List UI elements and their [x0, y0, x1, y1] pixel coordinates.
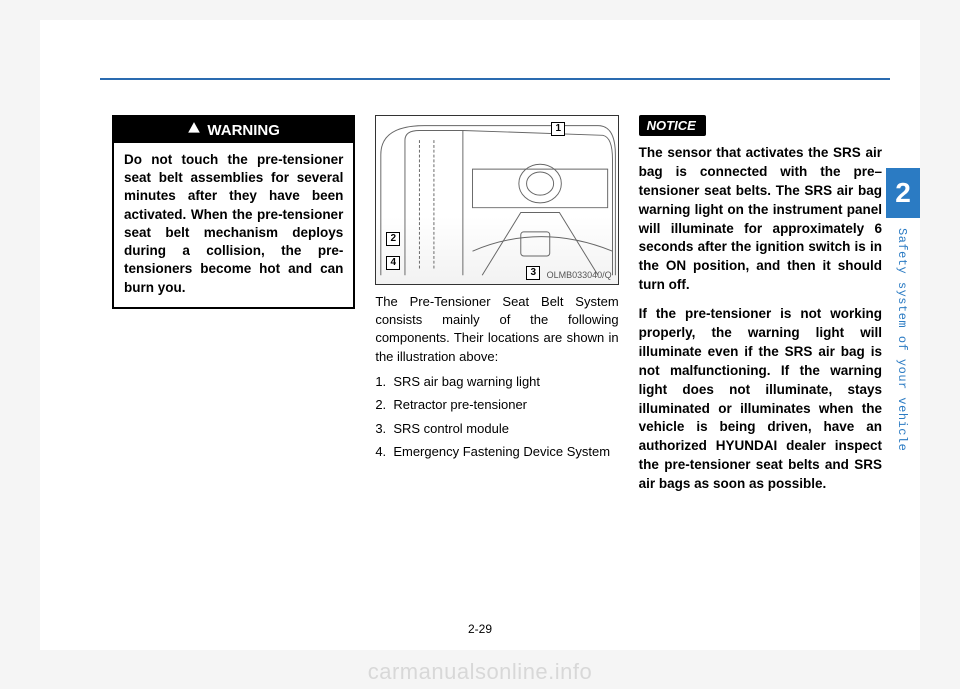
list-text: Emergency Fastening Device System	[393, 442, 610, 462]
list-text: SRS control module	[393, 419, 509, 439]
callout-3: 3	[526, 266, 540, 280]
list-item: 4. Emergency Fastening Device System	[375, 442, 618, 462]
list-item: 3. SRS control module	[375, 419, 618, 439]
dashboard-illustration: 1 2 4 3 OLMB033040/Q	[375, 115, 618, 285]
list-text: Retractor pre-tensioner	[393, 395, 527, 415]
figure-intro-text: The Pre-Tensioner Seat Belt System consi…	[375, 293, 618, 366]
notice-label: NOTICE	[639, 115, 706, 136]
list-item: 2. Retractor pre-tensioner	[375, 395, 618, 415]
chapter-number: 2	[886, 168, 920, 218]
notice-paragraph-2: If the pre-tensioner is not working prop…	[639, 305, 882, 494]
column-1: WARNING Do not touch the pre-tensioner s…	[112, 115, 355, 504]
callout-1: 1	[551, 122, 565, 136]
callout-2: 2	[386, 232, 400, 246]
warning-header-text: WARNING	[207, 122, 280, 139]
chapter-title: Safety system of your vehicle	[886, 218, 909, 451]
component-list: 1. SRS air bag warning light 2. Retracto…	[375, 372, 618, 462]
warning-box: WARNING Do not touch the pre-tensioner s…	[112, 115, 355, 309]
watermark-text: carmanualsonline.info	[368, 659, 593, 685]
list-number: 2.	[375, 395, 393, 415]
column-3: NOTICE The sensor that activates the SRS…	[639, 115, 882, 504]
column-2: 1 2 4 3 OLMB033040/Q The Pre-Tensioner S…	[375, 115, 618, 504]
car-interior-line-art	[376, 116, 617, 280]
warning-triangle-icon	[187, 121, 201, 139]
list-number: 3.	[375, 419, 393, 439]
figure-caption: OLMB033040/Q	[547, 270, 612, 280]
chapter-side-tab: 2 Safety system of your vehicle	[886, 168, 920, 468]
content-columns: WARNING Do not touch the pre-tensioner s…	[112, 115, 882, 504]
callout-4: 4	[386, 256, 400, 270]
manual-page: WARNING Do not touch the pre-tensioner s…	[40, 20, 920, 650]
warning-header: WARNING	[114, 117, 353, 143]
page-number: 2-29	[468, 622, 492, 636]
header-rule	[100, 78, 890, 80]
list-item: 1. SRS air bag warning light	[375, 372, 618, 392]
list-number: 1.	[375, 372, 393, 392]
warning-body-text: Do not touch the pre-tensioner seat belt…	[114, 143, 353, 307]
list-text: SRS air bag warning light	[393, 372, 540, 392]
notice-paragraph-1: The sensor that activates the SRS air ba…	[639, 144, 882, 295]
list-number: 4.	[375, 442, 393, 462]
